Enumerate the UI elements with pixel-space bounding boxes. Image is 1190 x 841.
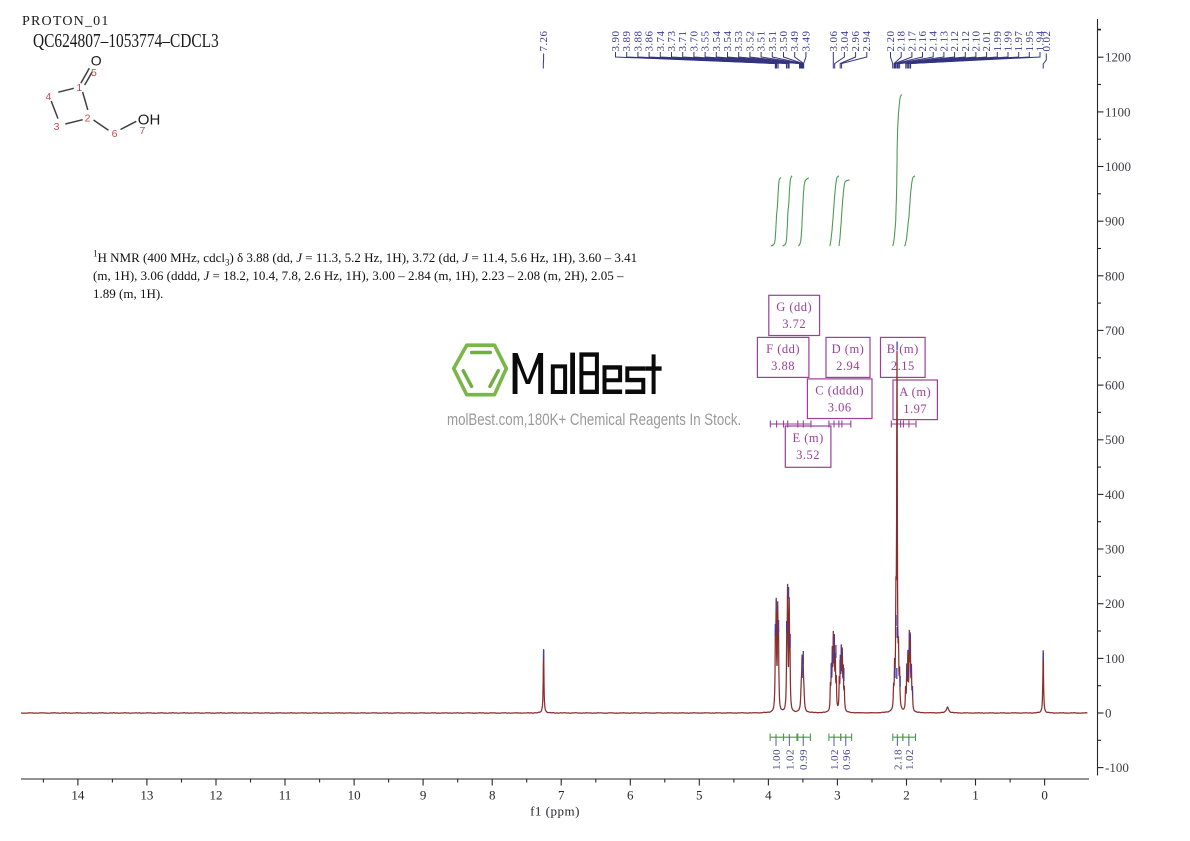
- svg-text:2.10: 2.10: [970, 31, 982, 52]
- svg-text:O: O: [91, 53, 102, 69]
- svg-text:3.49: 3.49: [800, 31, 812, 52]
- svg-text:2.13: 2.13: [938, 31, 950, 52]
- svg-text:1.02: 1.02: [829, 749, 841, 770]
- svg-text:2.15: 2.15: [891, 359, 915, 373]
- svg-text:1.00: 1.00: [771, 749, 783, 770]
- svg-text:0.02: 0.02: [1041, 31, 1053, 52]
- svg-text:3.52: 3.52: [744, 31, 756, 52]
- svg-text:2.14: 2.14: [928, 31, 940, 52]
- svg-text:3.88: 3.88: [632, 31, 644, 52]
- svg-text:1.02: 1.02: [784, 749, 796, 770]
- svg-text:1100: 1100: [1105, 104, 1131, 119]
- svg-text:3.71: 3.71: [677, 31, 689, 52]
- svg-text:1.94: 1.94: [1035, 31, 1047, 52]
- svg-text:5: 5: [91, 67, 97, 79]
- svg-text:2.18: 2.18: [892, 749, 904, 770]
- svg-text:10: 10: [348, 788, 361, 803]
- svg-text:3.06: 3.06: [828, 401, 852, 415]
- svg-text:F (dd): F (dd): [766, 342, 800, 356]
- svg-text:3.06: 3.06: [828, 31, 840, 52]
- svg-text:14: 14: [71, 788, 85, 803]
- svg-text:3.89: 3.89: [621, 31, 633, 52]
- svg-text:400: 400: [1105, 487, 1125, 502]
- svg-text:3.73: 3.73: [666, 31, 678, 52]
- svg-text:3.88: 3.88: [771, 359, 795, 373]
- svg-text:13: 13: [140, 788, 153, 803]
- svg-text:3.86: 3.86: [644, 31, 656, 52]
- svg-text:6: 6: [112, 128, 118, 140]
- svg-text:800: 800: [1105, 268, 1125, 283]
- svg-text:2.12: 2.12: [949, 31, 961, 52]
- svg-text:OH: OH: [138, 111, 161, 128]
- svg-text:11: 11: [279, 788, 292, 803]
- svg-text:2: 2: [85, 113, 91, 125]
- svg-text:2.94: 2.94: [861, 31, 873, 52]
- svg-text:7: 7: [558, 788, 565, 803]
- svg-text:2.18: 2.18: [896, 31, 908, 52]
- svg-text:4: 4: [45, 91, 51, 103]
- svg-text:0.96: 0.96: [841, 749, 853, 770]
- svg-text:2.01: 2.01: [981, 31, 993, 52]
- svg-text:6: 6: [627, 788, 634, 803]
- svg-text:7.26: 7.26: [538, 31, 550, 52]
- svg-text:0: 0: [1041, 788, 1048, 803]
- svg-text:-100: -100: [1105, 760, 1129, 775]
- svg-text:3.72: 3.72: [782, 317, 806, 331]
- svg-text:D (m): D (m): [832, 342, 865, 356]
- svg-text:600: 600: [1105, 378, 1125, 393]
- svg-text:0: 0: [1105, 706, 1112, 721]
- svg-text:3.49: 3.49: [789, 31, 801, 52]
- svg-text:7: 7: [139, 125, 145, 137]
- svg-text:3.51: 3.51: [756, 31, 768, 52]
- svg-text:500: 500: [1105, 432, 1125, 447]
- svg-text:12: 12: [210, 788, 223, 803]
- svg-text:C (dddd): C (dddd): [815, 384, 864, 398]
- svg-text:1.99: 1.99: [1003, 31, 1015, 52]
- svg-text:3.90: 3.90: [610, 31, 622, 52]
- svg-text:2.12: 2.12: [960, 31, 972, 52]
- svg-text:2.17: 2.17: [906, 31, 918, 52]
- svg-text:1: 1: [972, 788, 979, 803]
- svg-text:0.99: 0.99: [798, 749, 810, 770]
- svg-text:5: 5: [696, 788, 703, 803]
- svg-text:4: 4: [765, 788, 772, 803]
- svg-text:3.55: 3.55: [700, 31, 712, 52]
- svg-text:1.97: 1.97: [903, 402, 927, 416]
- svg-text:2: 2: [903, 788, 910, 803]
- svg-text:2.16: 2.16: [917, 31, 929, 52]
- svg-text:1.02: 1.02: [904, 749, 916, 770]
- svg-text:3.74: 3.74: [655, 31, 667, 52]
- svg-text:200: 200: [1105, 596, 1125, 611]
- svg-text:3.54: 3.54: [711, 31, 723, 52]
- svg-text:9: 9: [420, 788, 427, 803]
- svg-text:2.20: 2.20: [885, 31, 897, 52]
- svg-text:2.94: 2.94: [836, 359, 860, 373]
- svg-text:1.99: 1.99: [992, 31, 1004, 52]
- svg-text:300: 300: [1105, 542, 1125, 557]
- svg-text:3: 3: [834, 788, 841, 803]
- svg-text:1000: 1000: [1105, 159, 1131, 174]
- svg-text:1200: 1200: [1105, 50, 1131, 65]
- svg-text:3.52: 3.52: [796, 448, 820, 462]
- svg-text:3: 3: [54, 121, 60, 133]
- svg-text:1.97: 1.97: [1013, 31, 1025, 52]
- svg-text:A (m): A (m): [899, 385, 931, 399]
- svg-text:3.70: 3.70: [688, 31, 700, 52]
- svg-text:B (m): B (m): [887, 342, 919, 356]
- svg-text:3.53: 3.53: [733, 31, 745, 52]
- svg-text:f1 (ppm): f1 (ppm): [530, 804, 580, 819]
- svg-text:3.54: 3.54: [722, 31, 734, 52]
- svg-text:E (m): E (m): [792, 431, 823, 445]
- svg-text:1.95: 1.95: [1024, 31, 1036, 52]
- svg-text:3.51: 3.51: [767, 31, 779, 52]
- svg-text:3.04: 3.04: [839, 31, 851, 52]
- svg-text:2.96: 2.96: [850, 31, 862, 52]
- svg-text:700: 700: [1105, 323, 1125, 338]
- svg-text:100: 100: [1105, 651, 1125, 666]
- svg-text:8: 8: [489, 788, 496, 803]
- svg-text:3.50: 3.50: [778, 31, 790, 52]
- svg-text:G (dd): G (dd): [776, 300, 812, 314]
- svg-text:900: 900: [1105, 214, 1125, 229]
- svg-text:1: 1: [76, 82, 82, 94]
